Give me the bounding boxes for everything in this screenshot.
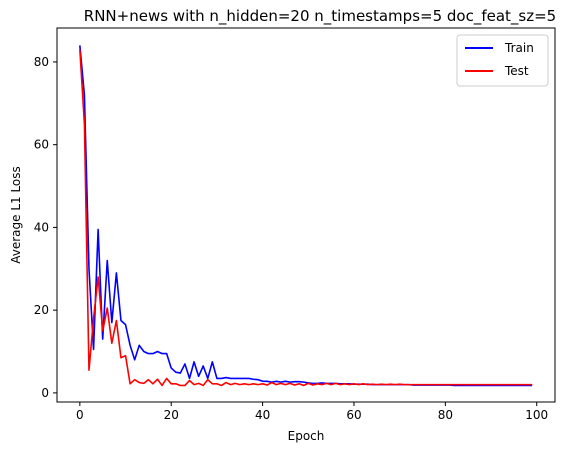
series-line-train <box>79 45 533 387</box>
legend: Train Test <box>456 34 549 87</box>
x-tick-label: 0 <box>76 408 84 422</box>
y-tick-label: 40 <box>34 220 49 234</box>
y-tick-label: 0 <box>41 386 49 400</box>
legend-label-test: Test <box>504 64 529 78</box>
x-tick-label: 80 <box>438 408 453 422</box>
x-tick-label: 40 <box>255 408 270 422</box>
y-tick-label: 80 <box>34 55 49 69</box>
x-tick-label: 60 <box>346 408 361 422</box>
series-line-test <box>79 49 533 387</box>
x-tick-label: 100 <box>525 408 548 422</box>
x-axis-label: Epoch <box>288 429 325 443</box>
series-lines <box>79 45 533 387</box>
chart-title: RNN+news with n_hidden=20 n_timestamps=5… <box>84 7 556 26</box>
plot-frame <box>56 27 556 403</box>
y-tick-label: 60 <box>34 138 49 152</box>
x-tick-label: 20 <box>164 408 179 422</box>
legend-box <box>456 34 549 87</box>
axis-ticks: 0 20 40 60 80 100 0 20 40 60 80 <box>34 55 548 422</box>
y-tick-label: 20 <box>34 303 49 317</box>
y-axis-label: Average L1 Loss <box>9 166 23 264</box>
legend-label-train: Train <box>504 41 534 55</box>
